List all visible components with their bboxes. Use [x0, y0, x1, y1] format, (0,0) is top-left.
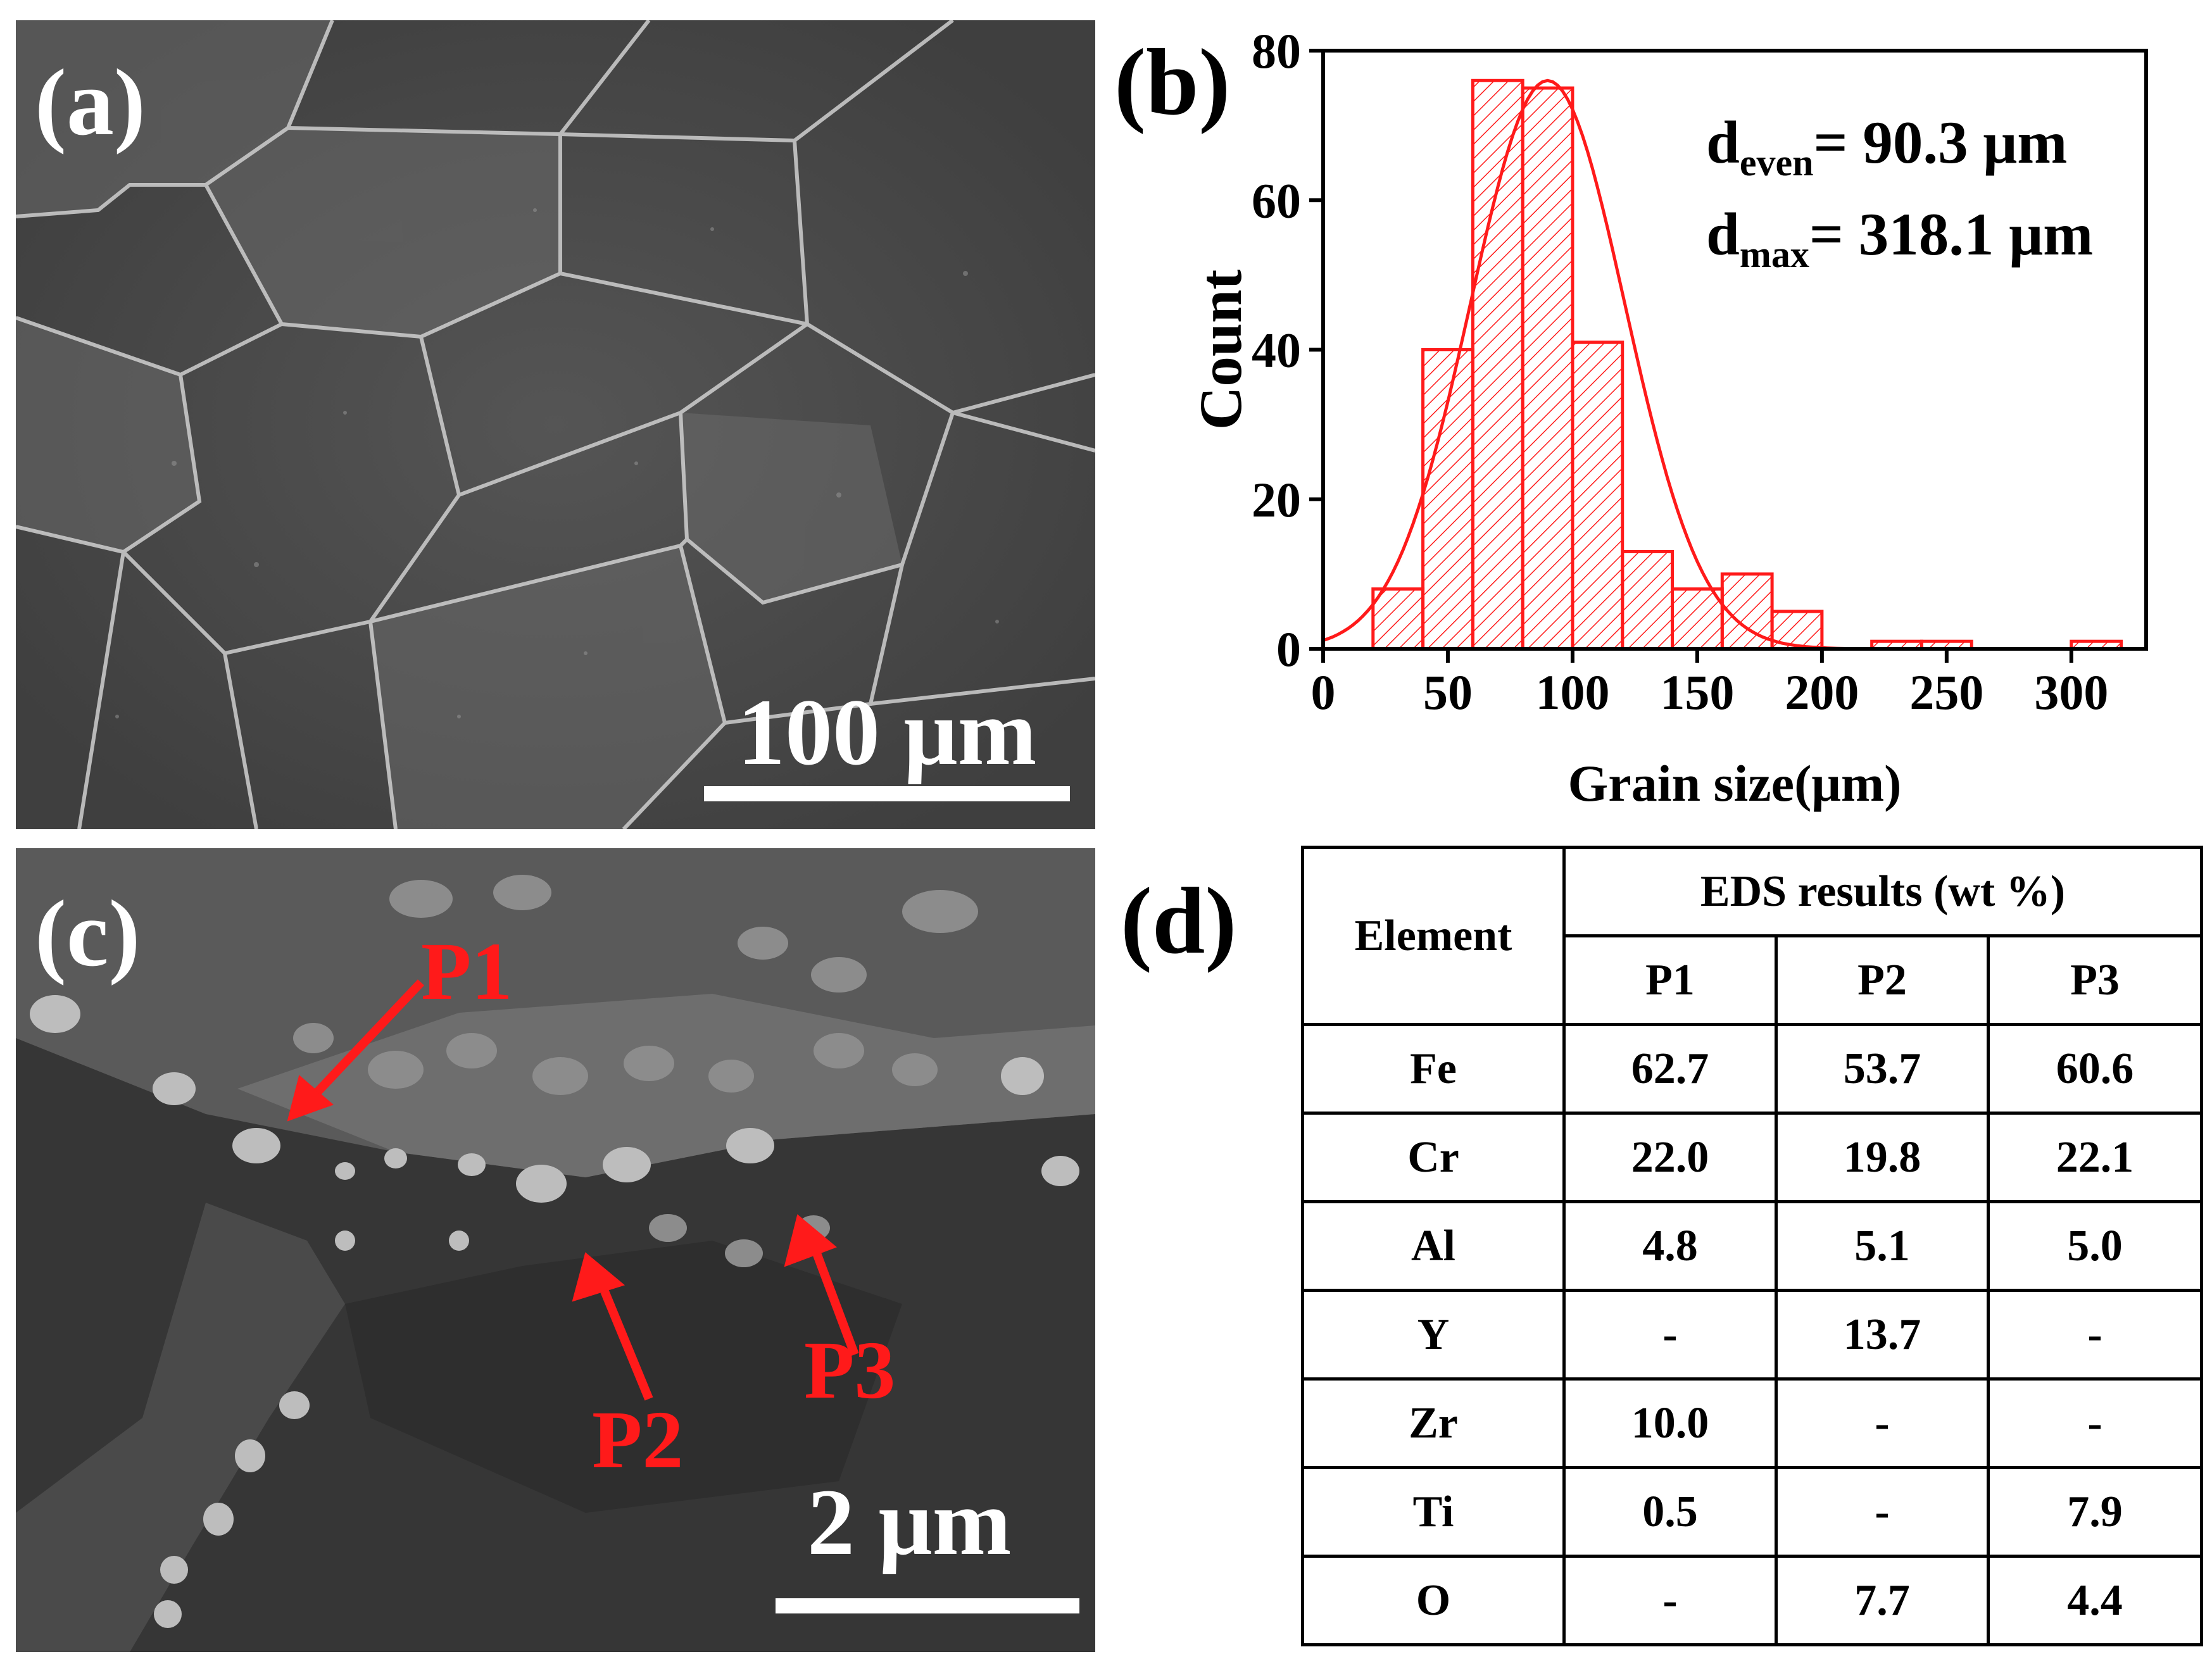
- x-axis-title: Grain size(μm): [1568, 755, 1902, 812]
- grain-size-histogram: 0 50 100 150 200 250 300 0 20 40 60 80 Grain size(μm…: [1187, 23, 2148, 812]
- table-row-fe: Fe 62.7 53.7 60.6: [1301, 1023, 2203, 1115]
- arrow-p3-shaft: [812, 1251, 859, 1356]
- histogram-bar: [1421, 348, 1474, 651]
- value-cell: -: [1775, 1466, 1990, 1558]
- table-subheader-row: P1 P2 P3: [1303, 934, 2203, 1026]
- value-cell: 4.8: [1562, 1200, 1778, 1292]
- marker-p2: P2: [592, 1394, 684, 1486]
- eds-results-group-header: EDS results (wt %): [1562, 846, 2203, 937]
- d-even-value: = 90.3 μm: [1813, 109, 2068, 176]
- scale-bar-c: [776, 1598, 1079, 1613]
- marker-p1: P1: [421, 926, 513, 1017]
- y-tick-label: 20: [1252, 472, 1301, 527]
- panel-label-a: (a): [35, 50, 146, 155]
- grain-micrograph: [16, 20, 1095, 829]
- value-cell: 60.6: [1987, 1023, 2203, 1115]
- panel-label-b: (b): [1114, 30, 1231, 135]
- x-tick-label: 250: [1909, 665, 1983, 720]
- d-max-annotation: dmax= 318.1 μm: [1706, 199, 2093, 277]
- x-tick-label: 300: [2034, 665, 2108, 720]
- panel-label-d: (d): [1121, 868, 1237, 974]
- value-cell: -: [1987, 1289, 2203, 1381]
- sem-image-a: (a) 100 μm: [16, 20, 1095, 829]
- element-cell: Y: [1301, 1289, 1566, 1381]
- x-tick-label: 50: [1423, 665, 1473, 720]
- element-cell: Cr: [1301, 1112, 1566, 1203]
- element-cell: Fe: [1301, 1023, 1566, 1115]
- scale-bar-label-a: 100 μm: [738, 680, 1037, 785]
- marker-p3: P3: [804, 1325, 896, 1416]
- column-header-p2: P2: [1775, 934, 1990, 1026]
- arrow-p2-head: [572, 1252, 625, 1302]
- value-cell: 62.7: [1562, 1023, 1778, 1115]
- value-cell: -: [1562, 1289, 1778, 1381]
- gaussian-fit-curve: [1323, 78, 1872, 651]
- arrow-p1-head: [287, 1075, 334, 1122]
- histogram-bar: [1471, 78, 1524, 651]
- table-row-cr: Cr 22.0 19.8 22.1: [1301, 1112, 2203, 1203]
- x-tick-label: 200: [1785, 665, 1859, 720]
- d-max-subscript: max: [1739, 234, 1809, 275]
- value-cell: 5.0: [1987, 1200, 2203, 1292]
- value-cell: 10.0: [1562, 1377, 1778, 1469]
- value-cell: 0.5: [1562, 1466, 1778, 1558]
- value-cell: -: [1562, 1555, 1778, 1646]
- table-row-zr: Zr 10.0 - -: [1301, 1377, 2203, 1469]
- histogram-bar: [1371, 587, 1425, 651]
- eds-table-panel-d: (d) Element EDS results (wt %) P1 P2 P3 …: [1102, 836, 2212, 1666]
- arrow-p3-head: [784, 1214, 837, 1267]
- d-even-annotation: deven= 90.3 μm: [1706, 108, 2067, 185]
- sem-image-c: (c) P1 P2 P3 2 μm: [16, 848, 1095, 1652]
- value-cell: 53.7: [1775, 1023, 1990, 1115]
- value-cell: 7.9: [1987, 1466, 2203, 1558]
- histogram-bar: [1621, 549, 1675, 651]
- element-cell: O: [1301, 1555, 1566, 1646]
- d-even-symbol: d: [1706, 109, 1740, 176]
- eds-results-table: Element EDS results (wt %) P1 P2 P3 Fe 6…: [1301, 846, 2203, 1646]
- panel-label-c: (c): [35, 881, 141, 986]
- element-cell: Ti: [1301, 1466, 1566, 1558]
- value-cell: 4.4: [1987, 1555, 2203, 1646]
- d-max-symbol: d: [1706, 201, 1740, 268]
- element-cell: Zr: [1301, 1377, 1566, 1469]
- table-row-y: Y - 13.7 -: [1301, 1289, 2203, 1381]
- table-row-al: Al 4.8 5.1 5.0: [1301, 1200, 2203, 1292]
- y-tick-label: 40: [1252, 323, 1301, 378]
- histogram-bar: [1671, 587, 1724, 651]
- value-cell: 5.1: [1775, 1200, 1990, 1292]
- value-cell: -: [1775, 1377, 1990, 1469]
- histogram-bar: [1571, 341, 1624, 651]
- table-row-ti: Ti 0.5 - 7.9: [1301, 1466, 2203, 1558]
- element-column-header: Element: [1301, 846, 1566, 1026]
- x-tick-label: 150: [1660, 665, 1734, 720]
- y-axis-title: Count: [1187, 269, 1254, 430]
- arrow-p2-shaft: [600, 1289, 653, 1401]
- table-row-o: O - 7.7 4.4: [1301, 1555, 2203, 1646]
- x-tick-label: 100: [1535, 665, 1609, 720]
- histogram-bar: [1521, 86, 1574, 651]
- scale-bar-label-c: 2 μm: [807, 1470, 1012, 1575]
- column-header-p3: P3: [1987, 934, 2203, 1026]
- histogram-panel-b: (b) 0 50 100 150 200 250 300 0 20 40 60 80 Grain siz…: [1102, 0, 2212, 836]
- y-tick-label: 80: [1252, 23, 1301, 78]
- y-tick-label: 60: [1252, 173, 1301, 228]
- element-cell: Al: [1301, 1200, 1566, 1292]
- value-cell: -: [1987, 1377, 2203, 1469]
- y-tick-label: 0: [1276, 622, 1301, 677]
- value-cell: 13.7: [1775, 1289, 1990, 1381]
- x-tick-label: 0: [1311, 665, 1336, 720]
- column-header-p1: P1: [1562, 934, 1778, 1026]
- table-header-row: Element EDS results (wt %): [1301, 846, 2203, 1026]
- value-cell: 22.1: [1987, 1112, 2203, 1203]
- d-max-value: = 318.1 μm: [1809, 201, 2094, 268]
- arrow-p1-shaft: [310, 979, 425, 1099]
- d-even-subscript: even: [1739, 142, 1814, 184]
- precipitate-micrograph: [16, 848, 1095, 1652]
- value-cell: 22.0: [1562, 1112, 1778, 1203]
- scale-bar-a: [704, 786, 1070, 801]
- value-cell: 7.7: [1775, 1555, 1990, 1646]
- value-cell: 19.8: [1775, 1112, 1990, 1203]
